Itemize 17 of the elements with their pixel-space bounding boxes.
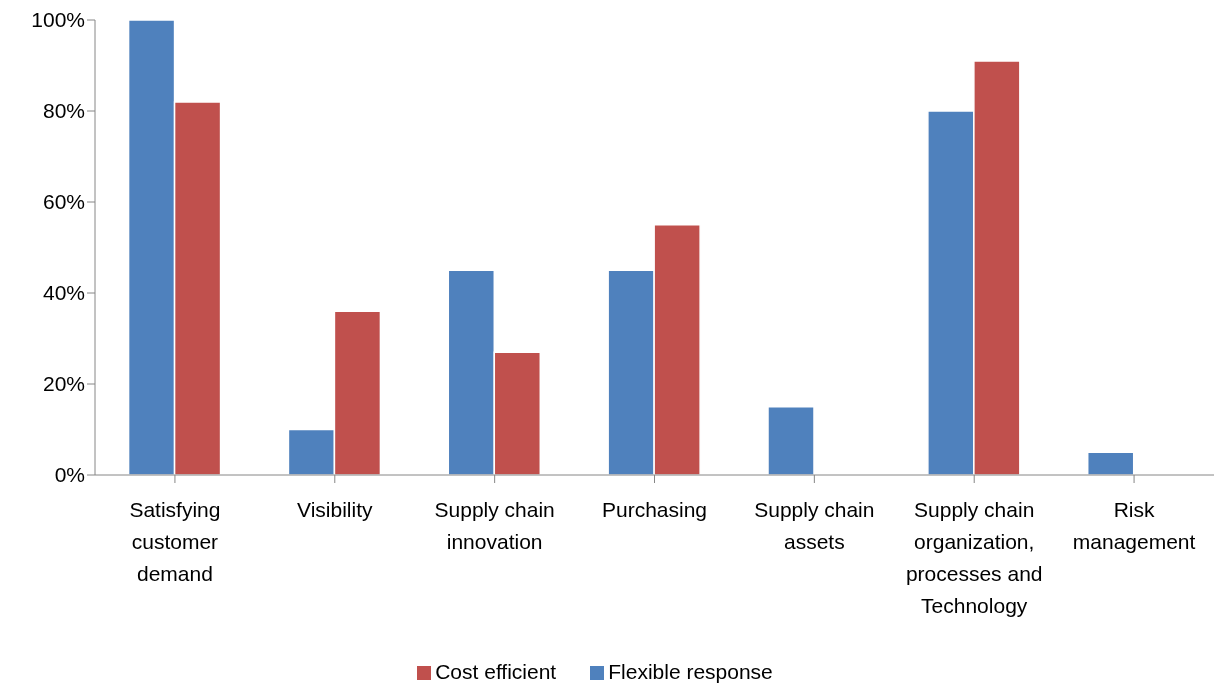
- y-tick-label: 80%: [42, 99, 85, 123]
- y-tick-label: 20%: [42, 372, 85, 396]
- legend-label: Flexible response: [608, 660, 773, 683]
- x-tick-label: Supply chain innovation: [434, 498, 555, 553]
- x-tick-label: Purchasing: [601, 498, 708, 521]
- bar: [1086, 451, 1135, 475]
- x-tick-label: Supply chain organization, processes and Technology: [905, 498, 1043, 617]
- y-tick-label: 40%: [42, 281, 85, 305]
- bar: [767, 406, 815, 475]
- y-tick-label: 60%: [42, 190, 85, 214]
- x-tick-label: Supply chain assets: [754, 498, 875, 553]
- x-tick-label: Satisfying customer demand: [129, 498, 221, 585]
- y-tick-label: 100%: [31, 8, 85, 32]
- y-tick-label: 0%: [54, 463, 85, 487]
- x-tick-label: Visibility: [297, 498, 374, 521]
- legend-label: Cost efficient: [435, 660, 557, 683]
- x-tick-label: Risk management: [1072, 498, 1196, 553]
